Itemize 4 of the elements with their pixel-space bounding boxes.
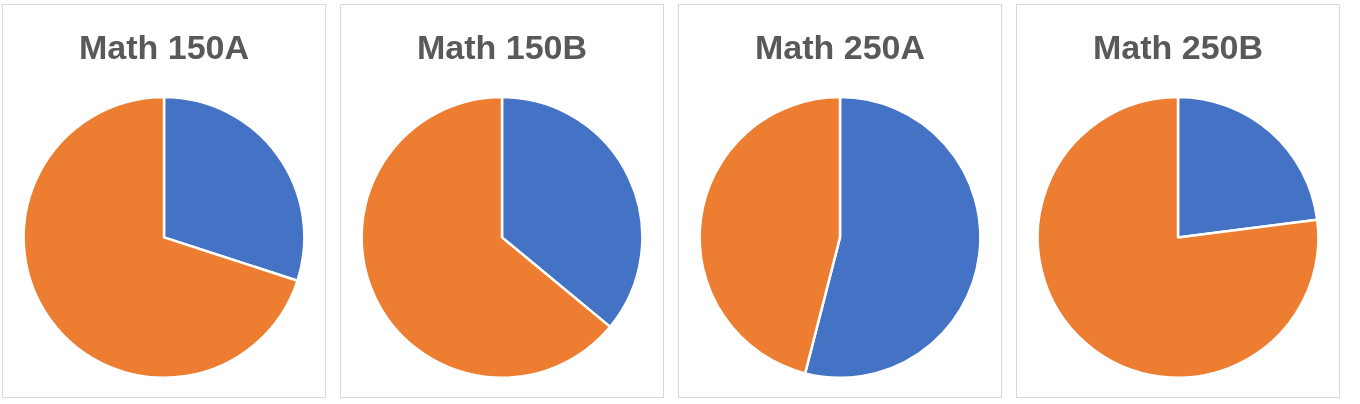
- chart-title: Math 150B: [416, 27, 588, 66]
- chart-title: Math 250A: [754, 27, 926, 66]
- chart-title: Math 150A: [78, 27, 250, 66]
- chart-title: Math 250B: [1092, 27, 1264, 66]
